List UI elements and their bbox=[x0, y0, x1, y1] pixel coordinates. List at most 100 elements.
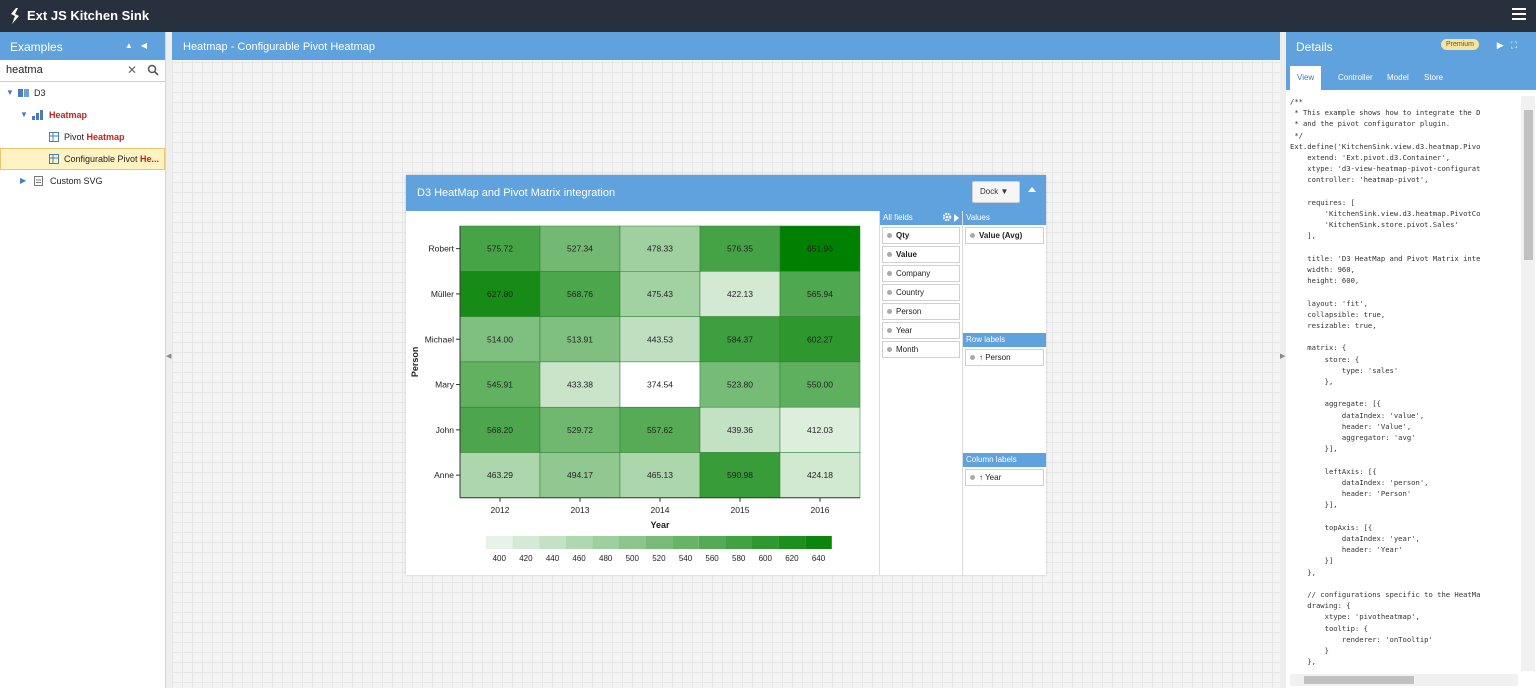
tree-label: D3 bbox=[34, 88, 46, 98]
y-tick-label: John bbox=[436, 425, 455, 435]
heatmap-chart: 575.72 527.34 478.33 576.35 651.96 627.80 568.… bbox=[410, 225, 861, 563]
tab-store[interactable]: Store bbox=[1424, 73, 1444, 82]
tab-model[interactable]: Model bbox=[1387, 73, 1409, 82]
scrollbar-thumb[interactable] bbox=[1304, 676, 1414, 684]
tree-node-heatmap[interactable]: ▼ Heatmap bbox=[0, 104, 165, 126]
tree-label-match: He... bbox=[140, 154, 160, 164]
column-labels-header: Column labels bbox=[963, 453, 1046, 467]
cell-value: 568.76 bbox=[567, 289, 593, 299]
cell-value: 465.13 bbox=[647, 470, 673, 480]
legend-swatch bbox=[805, 536, 832, 549]
heatmap-cell bbox=[779, 271, 861, 317]
legend-swatch bbox=[778, 536, 806, 549]
left-splitter[interactable]: ◀ bbox=[166, 32, 172, 688]
sencha-logo-icon bbox=[11, 8, 19, 24]
d3-icon bbox=[18, 89, 29, 97]
source-code-view: /** * This example shows how to integrat… bbox=[1290, 97, 1481, 667]
splitter-arrow-icon[interactable]: ▶ bbox=[1280, 353, 1286, 360]
document-icon bbox=[34, 176, 43, 186]
row-labels-item[interactable]: ↑ Person bbox=[965, 349, 1044, 366]
legend-swatch bbox=[698, 536, 726, 549]
heatmap-cell bbox=[539, 225, 621, 272]
tab-view[interactable]: View bbox=[1290, 66, 1322, 90]
tree-node-pivot-heatmap[interactable]: Pivot Heatmap bbox=[0, 126, 165, 148]
horizontal-scrollbar[interactable] bbox=[1290, 674, 1518, 686]
drag-handle-icon bbox=[887, 233, 892, 239]
cell-value: 576.35 bbox=[727, 244, 753, 254]
dock-button[interactable]: Dock ▼ bbox=[972, 181, 1020, 203]
vertical-scrollbar[interactable] bbox=[1521, 96, 1535, 671]
cell-value: 568.20 bbox=[487, 425, 513, 435]
heatmap-cell bbox=[779, 406, 861, 453]
fields-list: Qty Value Company Country Person Year Month bbox=[880, 227, 962, 358]
clear-icon[interactable]: ✕ bbox=[126, 63, 137, 77]
collapse-icon[interactable] bbox=[1028, 187, 1036, 192]
dock-label: Dock bbox=[980, 187, 999, 196]
splitter-arrow-icon[interactable]: ◀ bbox=[166, 353, 172, 360]
maximize-icon[interactable]: ⛶ bbox=[1510, 40, 1524, 50]
tree-node-d3[interactable]: ▼ D3 bbox=[0, 82, 165, 104]
heatmap-cell bbox=[459, 452, 541, 499]
field-item[interactable]: Year bbox=[882, 322, 960, 339]
search-icon[interactable] bbox=[147, 64, 159, 76]
expanded-arrow-icon[interactable]: ▼ bbox=[20, 110, 28, 119]
values-item[interactable]: Value (Avg) bbox=[965, 227, 1044, 244]
field-item[interactable]: Month bbox=[882, 341, 960, 358]
heatmap-cell bbox=[779, 225, 861, 272]
drag-handle-icon bbox=[887, 290, 892, 296]
tab-controller[interactable]: Controller bbox=[1338, 73, 1373, 82]
column-labels-item[interactable]: ↑ Year bbox=[965, 469, 1044, 486]
cell-value: 463.29 bbox=[487, 470, 513, 480]
expanded-arrow-icon[interactable]: ▼ bbox=[6, 88, 14, 97]
legend-label: 520 bbox=[652, 554, 666, 563]
field-item[interactable]: Country bbox=[882, 284, 960, 301]
legend-label: 460 bbox=[572, 554, 586, 563]
scrollbar-thumb[interactable] bbox=[1524, 110, 1533, 260]
cell-value: 527.34 bbox=[567, 244, 593, 254]
collapse-up-icon[interactable]: ▲ bbox=[124, 41, 141, 50]
cell-value: 475.43 bbox=[647, 289, 673, 299]
expand-arrow-icon[interactable] bbox=[954, 214, 959, 222]
x-tick-label: 2016 bbox=[811, 505, 830, 515]
drag-handle-icon bbox=[887, 347, 892, 353]
legend-label: 580 bbox=[732, 554, 746, 563]
search-input[interactable] bbox=[0, 60, 120, 80]
window-title: D3 HeatMap and Pivot Matrix integration bbox=[417, 187, 616, 199]
gear-icon[interactable] bbox=[942, 212, 952, 222]
all-fields-title: All fields bbox=[883, 213, 913, 222]
search-bar: ✕ bbox=[0, 60, 165, 82]
tree-node-custom-svg[interactable]: ▶ Custom SVG bbox=[0, 170, 165, 192]
y-tick-label: Mary bbox=[435, 380, 455, 390]
cell-value: 602.27 bbox=[807, 334, 833, 344]
heatmap-cell bbox=[699, 406, 781, 453]
tree-node-configurable-pivot-heatmap[interactable]: Configurable Pivot He... bbox=[0, 148, 165, 170]
legend-label: 500 bbox=[626, 554, 640, 563]
field-item[interactable]: Qty bbox=[882, 227, 960, 244]
all-fields-header: All fields bbox=[880, 211, 962, 225]
heatmap-cell bbox=[779, 361, 861, 408]
field-item[interactable]: Company bbox=[882, 265, 960, 282]
heatmap-cell bbox=[619, 316, 701, 363]
hamburger-menu-icon[interactable] bbox=[1512, 8, 1526, 22]
collapsed-arrow-icon[interactable]: ▶ bbox=[20, 176, 27, 185]
column-labels-title: Column labels bbox=[966, 455, 1017, 464]
heatmap-cell bbox=[699, 361, 781, 408]
field-label: Qty bbox=[896, 231, 910, 240]
field-label: Month bbox=[896, 345, 919, 354]
right-splitter[interactable]: ▶ bbox=[1280, 32, 1286, 688]
cell-value: 529.72 bbox=[567, 425, 593, 435]
heatmap-cell bbox=[699, 316, 781, 363]
legend-swatch bbox=[592, 536, 619, 549]
legend-label: 480 bbox=[599, 554, 613, 563]
collapse-left-icon[interactable]: ◀ bbox=[140, 41, 155, 50]
examples-header: Examples ▲◀ bbox=[0, 32, 165, 60]
heatmap-cell bbox=[619, 271, 701, 317]
heatmap-cell bbox=[619, 225, 701, 272]
field-item[interactable]: Value bbox=[882, 246, 960, 263]
row-labels-item-label: ↑ Person bbox=[979, 353, 1011, 362]
field-item[interactable]: Person bbox=[882, 303, 960, 320]
values-title: Values bbox=[966, 213, 990, 222]
expand-arrow-icon[interactable]: ▶ bbox=[1496, 40, 1511, 50]
legend-swatch bbox=[619, 536, 646, 549]
legend-label: 400 bbox=[493, 554, 507, 563]
